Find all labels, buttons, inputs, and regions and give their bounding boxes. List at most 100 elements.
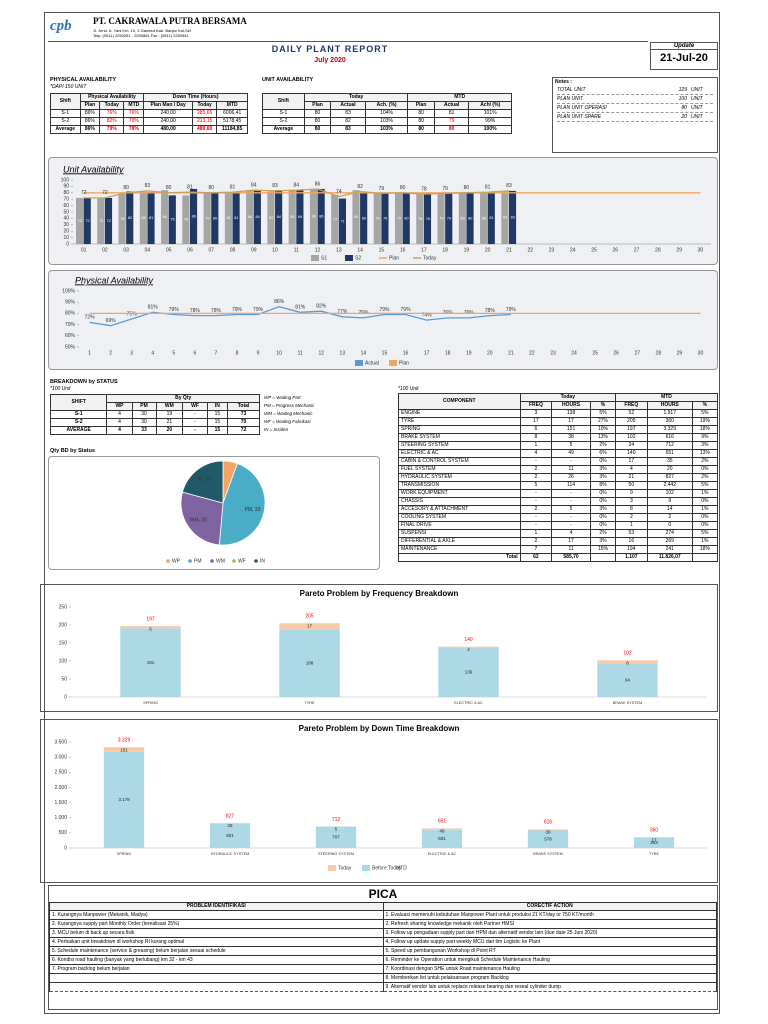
- data-label: 79: [442, 186, 448, 192]
- table-cell: 1.107: [615, 553, 648, 562]
- table-cell: 2: [519, 505, 553, 514]
- col-head: Ach/ (%): [468, 101, 512, 110]
- col-head: %: [589, 401, 617, 410]
- x-tick-label: 23: [550, 350, 556, 356]
- table-row: SPRING 6 151 10% 197 3.329 18%: [398, 425, 719, 434]
- table-cell: 9. Alternatif vendor lain untuk replace …: [382, 982, 717, 992]
- bar-label: 86: [312, 214, 316, 218]
- bar: [423, 194, 432, 244]
- col-head: %: [691, 401, 719, 410]
- y-tick-label: 2.500: [54, 770, 67, 776]
- bar-label: 72: [85, 219, 89, 223]
- table-cell: 80: [407, 117, 435, 126]
- segment-label: 801: [226, 833, 234, 838]
- bar-label: 84: [298, 215, 302, 219]
- table-cell: 101%: [468, 109, 512, 118]
- table-cell: 3%: [589, 473, 617, 482]
- table-cell: 3%: [691, 441, 719, 450]
- col-head: FREQ: [615, 401, 648, 410]
- legend-label: WM: [216, 558, 225, 564]
- section-note: *100 Unit: [398, 386, 419, 392]
- col-head: Today: [519, 393, 617, 402]
- x-tick-label: 20: [487, 350, 493, 356]
- table-cell: 0%: [691, 465, 719, 474]
- table-cell: -: [551, 513, 591, 522]
- bar-segment: [209, 823, 251, 848]
- table-row: 2. Kurangnya supply part Monthly Order (…: [49, 919, 717, 929]
- data-label: 78%: [485, 308, 496, 314]
- x-tick-label: 19: [464, 247, 470, 253]
- bar: [437, 193, 445, 244]
- update-box: Update 21-Jul-20: [650, 42, 718, 70]
- table-row: FINAL DRIVE - -0% 1 0 0%: [398, 521, 719, 530]
- table-cell: 26: [551, 473, 591, 482]
- table-cell: 827: [646, 473, 693, 482]
- note-label: PLAN UNIT SPARE: [557, 114, 602, 120]
- table-cell: 269: [646, 537, 693, 546]
- segment-label: 601: [438, 836, 446, 841]
- y-tick-label: 0: [64, 845, 67, 851]
- table-cell: 2. Kurangnya supply part Monthly Order (…: [49, 919, 384, 929]
- col-head: By Qty: [106, 394, 260, 403]
- x-tick-label: 15: [379, 247, 385, 253]
- bar-segment: [527, 829, 569, 831]
- bar-label: 84: [277, 215, 281, 219]
- table-cell: 76%: [99, 109, 125, 118]
- table-cell: 4. Follow up update supply part weekly M…: [382, 937, 717, 947]
- table-cell: 4: [106, 418, 133, 427]
- bar: [317, 188, 325, 244]
- y-tick-label: 100%: [62, 288, 75, 294]
- x-tick-label: 22: [529, 350, 535, 356]
- table-cell: 50: [615, 481, 648, 490]
- col-head: HOURS: [646, 401, 693, 410]
- table-body: 1. Kurangnya Manpower (Mekanik, Madya) 1.…: [49, 910, 717, 992]
- bar-label: 72: [99, 219, 103, 223]
- table-cell: 712: [646, 441, 693, 450]
- table-cell: 5: [551, 505, 591, 514]
- col-head: Down Time (Hours): [143, 93, 248, 102]
- table-cell: 274: [646, 529, 693, 538]
- x-tick-label: STEERING SYSTEM: [318, 852, 354, 856]
- col-head: Plan: [407, 101, 435, 110]
- legend-label: Plan: [389, 255, 399, 261]
- bar: [402, 192, 410, 244]
- table-cell: 1: [519, 529, 553, 538]
- table-cell: 1%: [691, 537, 719, 546]
- data-label: 74: [336, 189, 342, 195]
- y-tick-label: 150: [59, 640, 68, 646]
- data-label: 72: [81, 190, 87, 196]
- table-cell: 0%: [589, 457, 617, 466]
- data-label: 80: [400, 185, 406, 191]
- table-cell: 33: [131, 426, 157, 435]
- segment-label: 191: [147, 660, 155, 665]
- address: Jl. Jend. A. Yani Km. 10, 2 Gambut Kab. …: [93, 28, 191, 33]
- table-cell: 5%: [589, 409, 617, 418]
- table-cell: 3. MCU belum di back up secara fisik: [49, 928, 384, 938]
- bar-segment: [438, 648, 499, 697]
- col-head: Total: [227, 402, 260, 411]
- x-tick-label: 16: [400, 247, 406, 253]
- table-cell: 9: [615, 489, 648, 498]
- table-cell: 8. Memberikan list untuk pelaksanaan pro…: [382, 973, 717, 983]
- col-head: Ach. (%): [364, 101, 409, 110]
- y-tick-label: 30: [63, 222, 69, 228]
- bar-label: 84: [248, 215, 252, 219]
- table-cell: [589, 553, 617, 562]
- table-cell: MAINTENANCE: [398, 545, 521, 554]
- table-cell: 11184,85: [216, 125, 248, 134]
- x-tick-label: 10: [276, 350, 282, 356]
- segment-label: 49: [439, 829, 445, 834]
- legend-text: WM = Waiting Mechanic: [264, 411, 313, 416]
- bar-label: 86: [319, 214, 323, 218]
- table-cell: SUSPENSI: [398, 529, 521, 538]
- table-cell: 8: [615, 505, 648, 514]
- table-cell: HYDRAULIC SYSTEM: [398, 473, 521, 482]
- table-cell: FINAL DRIVE: [398, 521, 521, 530]
- table-cell: 4: [551, 529, 591, 538]
- legend-label: WF: [238, 558, 246, 564]
- table-cell: 49: [551, 449, 591, 458]
- bar-label: 81: [489, 216, 493, 220]
- bar-segment: [279, 623, 340, 630]
- col-head: Actual: [433, 101, 470, 110]
- data-label: 86: [315, 181, 321, 187]
